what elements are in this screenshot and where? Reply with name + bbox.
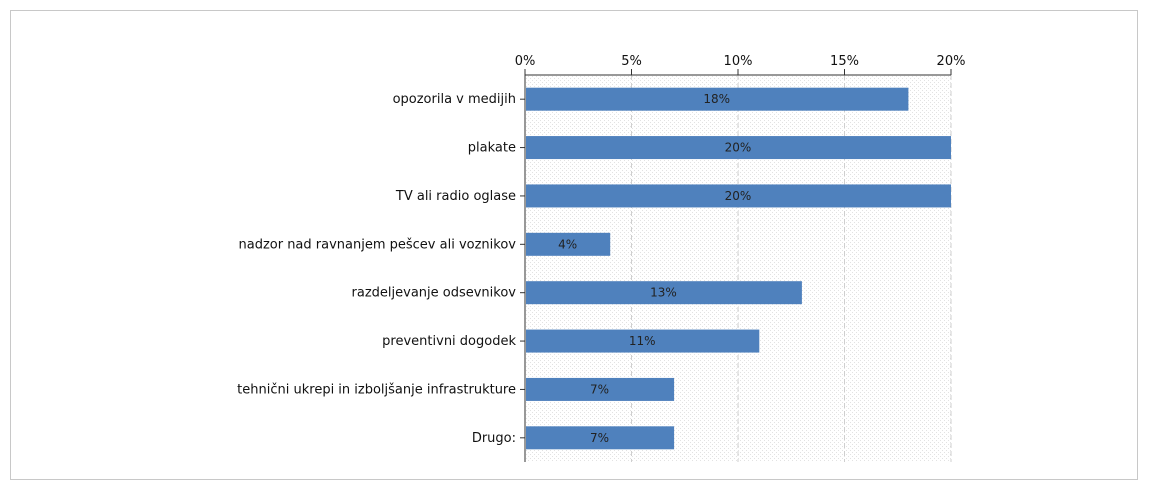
category-label: opozorila v medijih	[393, 92, 516, 107]
data-label: 4%	[558, 237, 577, 251]
labels: 0% 5% 10% 15% 20% opozorila v medijih 18% plaka…	[237, 54, 965, 446]
category-label: nadzor nad ravnanjem pešcev ali voznikov	[238, 237, 516, 252]
data-label: 11%	[629, 334, 656, 348]
bar	[526, 87, 909, 111]
bar	[526, 184, 951, 208]
category-label: tehnični ukrepi in izboljšanje infrastru…	[237, 382, 516, 397]
axes	[520, 69, 952, 462]
category-label: preventivni dogodek	[382, 334, 516, 349]
category-label: TV ali radio oglase	[395, 189, 516, 204]
bar	[526, 377, 675, 401]
x-tick-label: 10%	[724, 54, 753, 69]
x-tick-label: 5%	[621, 54, 642, 69]
data-label: 7%	[590, 431, 609, 445]
bars	[526, 87, 951, 450]
bar	[526, 136, 951, 160]
bar	[526, 426, 675, 450]
data-label: 20%	[725, 189, 752, 203]
data-label: 18%	[703, 92, 730, 106]
bar	[526, 329, 760, 353]
data-label: 7%	[590, 382, 609, 396]
category-label: razdeljevanje odsevnikov	[352, 286, 517, 301]
data-label: 20%	[725, 141, 752, 155]
x-tick-label: 0%	[515, 54, 536, 69]
bar	[526, 232, 611, 256]
data-label: 13%	[650, 286, 677, 300]
category-label: Drugo:	[472, 431, 516, 446]
bar	[526, 281, 802, 305]
category-label: plakate	[468, 141, 516, 156]
x-tick-label: 15%	[830, 54, 859, 69]
x-tick-label: 20%	[937, 54, 966, 69]
